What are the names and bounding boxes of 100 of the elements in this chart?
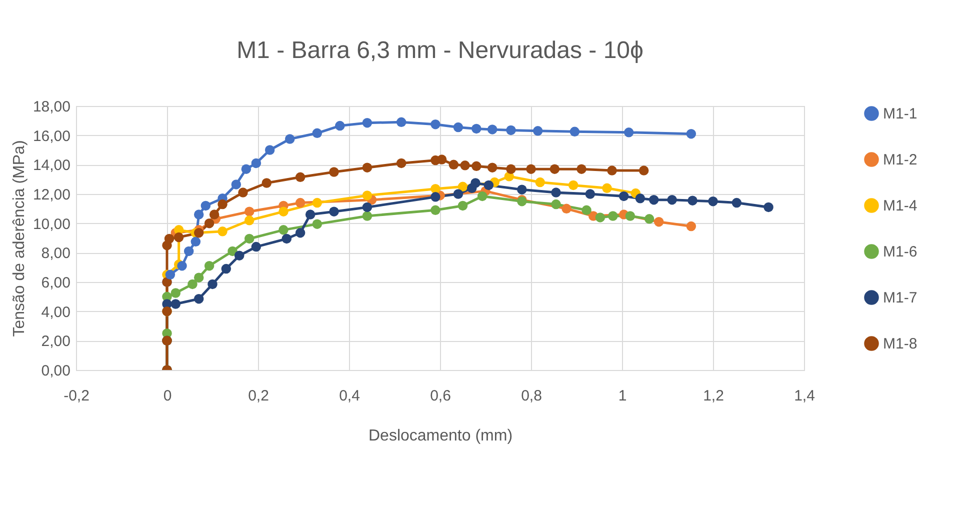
point	[362, 202, 372, 212]
point	[607, 166, 617, 176]
y-tick-label: 14,00	[32, 157, 70, 174]
x-tick-label: 0,2	[248, 388, 269, 404]
point	[244, 234, 254, 244]
point	[396, 158, 406, 168]
point	[284, 134, 295, 144]
point	[329, 206, 339, 216]
point	[487, 162, 498, 172]
point	[396, 117, 406, 127]
point	[312, 128, 322, 138]
point	[174, 232, 184, 242]
point	[295, 198, 306, 208]
point	[295, 172, 306, 182]
y-axis-title: Tensão de aderência (MPa)	[10, 140, 28, 337]
point	[200, 200, 211, 211]
point	[453, 122, 464, 132]
point	[305, 210, 316, 220]
point	[251, 158, 262, 168]
point	[362, 118, 372, 128]
point	[470, 178, 480, 188]
point	[764, 202, 774, 212]
point	[194, 294, 204, 304]
point	[582, 205, 592, 215]
point	[535, 177, 545, 188]
point	[551, 188, 561, 198]
point	[335, 120, 345, 131]
point	[165, 270, 176, 280]
point	[477, 191, 488, 202]
y-tick-label: 4,00	[41, 304, 70, 321]
legend-label: M1-4	[883, 198, 918, 214]
y-tick-label: 8,00	[41, 245, 70, 262]
point	[472, 161, 482, 171]
point	[184, 246, 194, 256]
point	[430, 119, 440, 130]
point	[625, 211, 636, 221]
point	[517, 184, 527, 194]
chart-title: M1 - Barra 6,3 mm - Nervuradas - 10ϕ	[236, 37, 644, 64]
point	[618, 191, 629, 202]
point	[430, 205, 440, 215]
legend-label: M1-8	[883, 336, 918, 352]
x-tick-label: 0,4	[339, 388, 360, 404]
point	[362, 211, 372, 221]
point	[644, 214, 654, 224]
point	[585, 189, 596, 199]
point	[228, 246, 238, 256]
point	[487, 124, 498, 134]
point	[209, 210, 220, 220]
point	[430, 184, 440, 194]
legend-label: M1-7	[883, 290, 918, 306]
y-tick-label: 12,00	[32, 186, 70, 204]
point	[194, 210, 204, 220]
point	[164, 234, 174, 244]
point	[430, 192, 440, 202]
point	[244, 206, 254, 216]
point	[295, 228, 306, 238]
point	[312, 219, 322, 229]
x-tick-label: 1,4	[794, 388, 815, 404]
point	[686, 221, 696, 232]
point	[686, 129, 696, 139]
point	[170, 288, 181, 298]
legend-label: M1-1	[883, 106, 918, 122]
point	[458, 182, 468, 192]
point	[484, 180, 494, 190]
point	[732, 198, 742, 208]
point	[635, 194, 646, 204]
point	[264, 145, 275, 155]
x-tick-label: 0,6	[430, 388, 451, 404]
point	[188, 279, 198, 290]
point	[654, 217, 664, 227]
point	[329, 167, 339, 177]
point	[218, 199, 228, 210]
point	[251, 242, 262, 252]
point	[551, 199, 561, 210]
x-axis-title: Deslocamento (mm)	[368, 428, 513, 444]
point	[460, 160, 470, 170]
y-tick-label: 18,00	[32, 98, 70, 116]
point	[453, 189, 464, 199]
point	[562, 204, 572, 214]
point	[667, 195, 677, 205]
point	[362, 190, 372, 200]
y-tick-label: 0,00	[41, 362, 70, 380]
point	[576, 164, 586, 174]
point	[190, 236, 201, 247]
x-tick-label: 1	[618, 388, 627, 404]
point	[238, 188, 248, 198]
point	[244, 216, 254, 226]
point	[648, 195, 659, 205]
point	[506, 164, 516, 174]
point	[602, 183, 612, 193]
point	[170, 299, 181, 309]
point	[708, 196, 718, 206]
point	[262, 178, 272, 188]
point	[231, 180, 242, 190]
point	[312, 198, 322, 208]
point	[194, 272, 204, 282]
point	[278, 206, 288, 216]
x-tick-label: 0	[163, 388, 172, 404]
point	[550, 164, 560, 174]
point	[436, 154, 447, 164]
